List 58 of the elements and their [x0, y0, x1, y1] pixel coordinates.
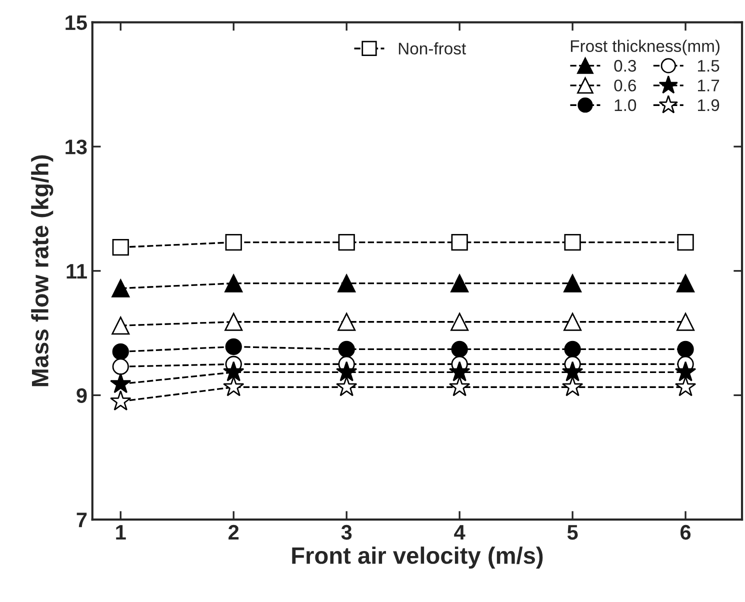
legend-label: 1.0 [614, 99, 636, 112]
point [448, 361, 470, 382]
legend-label: Non-frost [398, 42, 466, 54]
point [223, 376, 244, 396]
legend-label: 1.7 [698, 80, 720, 92]
point [223, 361, 244, 382]
legend-title: Frost thickness(mm) [570, 40, 720, 56]
point [110, 390, 132, 411]
y-tick-label: 9 [76, 388, 87, 403]
point [338, 234, 355, 251]
point [110, 372, 132, 394]
x-tick-label: 5 [567, 525, 578, 540]
point [338, 274, 356, 292]
point [677, 340, 694, 358]
x-tick-label: 6 [680, 524, 691, 540]
point [448, 376, 470, 396]
x-axis-title: Front air velocity (m/s) [292, 546, 543, 569]
point [564, 274, 582, 292]
legend-label: 0.3 [614, 60, 636, 72]
point [338, 340, 355, 358]
point [674, 376, 696, 396]
point [450, 312, 469, 331]
y-tick-label: 11 [66, 264, 87, 278]
point [451, 340, 468, 358]
point [676, 274, 695, 292]
y-tick-label: 7 [76, 512, 87, 528]
x-tick-label: 3 [341, 524, 352, 540]
y-tick-label: 13 [66, 140, 87, 154]
point [451, 234, 468, 251]
point [676, 312, 695, 331]
point [112, 316, 130, 335]
point [225, 234, 242, 251]
legend-label: 0.6 [614, 80, 636, 92]
point [224, 312, 243, 331]
point [564, 340, 581, 358]
x-tick-label: 2 [228, 524, 239, 540]
point [224, 274, 243, 292]
point [338, 312, 356, 331]
point [677, 234, 694, 251]
point [562, 361, 584, 382]
point [336, 361, 358, 382]
point [562, 376, 584, 396]
point [450, 274, 469, 292]
x-tick-label: 4 [454, 525, 466, 540]
point [225, 338, 242, 356]
y-axis-title: Mass flow rate (kg/h) [31, 155, 54, 386]
point [564, 312, 582, 331]
legend-label: 1.9 [698, 99, 720, 112]
point [112, 238, 129, 256]
point [112, 279, 130, 298]
point [336, 376, 358, 396]
point [564, 234, 581, 251]
legend-label: 1.5 [698, 60, 720, 72]
point [112, 358, 129, 375]
point [674, 361, 696, 382]
y-tick-label: 15 [66, 15, 87, 30]
x-tick-label: 1 [116, 525, 126, 540]
point [112, 343, 129, 360]
